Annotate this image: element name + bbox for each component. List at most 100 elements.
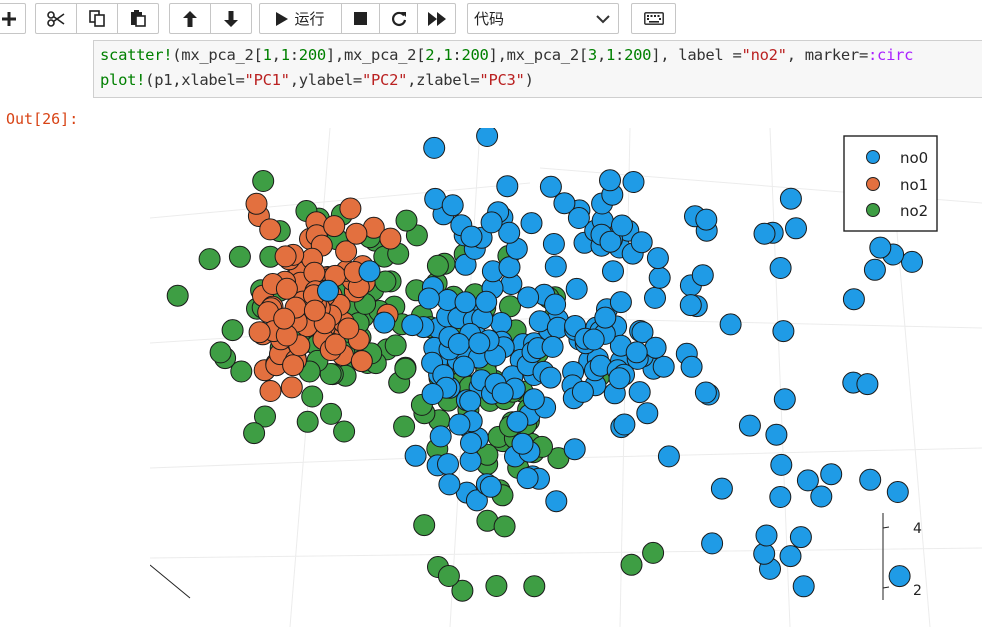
scatter-point-no0 — [468, 332, 491, 355]
scatter-point-no0 — [842, 288, 865, 311]
scatter-point-no0 — [520, 212, 543, 235]
plot-axes — [150, 513, 890, 600]
scatter-point-no1 — [323, 215, 346, 238]
scatter-point-no2 — [493, 515, 516, 538]
scatter-point-no0 — [796, 469, 819, 492]
scatter-point-no0 — [496, 175, 519, 198]
scatter-point-no0 — [599, 169, 621, 192]
legend-marker-no2 — [866, 203, 880, 217]
scatter-point-no0 — [544, 293, 567, 316]
scatter-point-no0 — [429, 425, 452, 448]
scatter-point-no0 — [859, 468, 882, 491]
scatter-point-no0 — [710, 477, 733, 500]
scatter-point-no2 — [394, 357, 417, 380]
scatter-point-no0 — [582, 328, 605, 351]
keyboard-shortcuts-button[interactable] — [631, 3, 676, 34]
scatter-point-no0 — [701, 532, 724, 555]
code-cell-input[interactable]: scatter!(mx_pca_2[1,1:200],mx_pca_2[2,1:… — [93, 40, 982, 98]
scatter-point-no0 — [785, 217, 807, 240]
scatter-point-no0 — [769, 486, 792, 508]
z-tick-label: 4 — [913, 521, 922, 537]
stop-icon — [354, 12, 367, 25]
scatter-point-no0 — [622, 171, 645, 193]
scatter-point-no0 — [630, 231, 653, 254]
scatter-point-no0 — [539, 175, 562, 198]
scatter-point-no0 — [553, 192, 576, 215]
scatter-point-no0 — [544, 255, 567, 278]
scatter-point-no2 — [523, 575, 546, 598]
scatter-plot-3d: 4 2 no0 no1 no2 — [150, 128, 982, 627]
scatter-point-no2 — [426, 254, 449, 277]
run-label: 运行 — [294, 11, 325, 28]
scatter-point-no0 — [517, 286, 540, 309]
copy-icon — [89, 10, 105, 27]
scatter-point-no1 — [245, 192, 268, 215]
restart-button[interactable] — [379, 3, 418, 34]
scatter-point-no0 — [565, 277, 588, 300]
scatter-point-no0 — [631, 321, 654, 344]
scatter-point-no0 — [373, 311, 396, 334]
scatter-point-no2 — [485, 575, 508, 597]
scatter-point-no1 — [337, 317, 360, 340]
scatter-point-no0 — [317, 279, 339, 302]
scatter-point-no0 — [694, 381, 717, 404]
scatter-point-no0 — [644, 336, 667, 359]
fast-forward-icon — [427, 11, 446, 26]
chevron-down-icon — [596, 15, 610, 24]
scatter-point-no2 — [320, 402, 342, 425]
scatter-point-no0 — [755, 524, 778, 547]
cut-button[interactable] — [35, 3, 77, 34]
legend-label-no0: no0 — [900, 149, 928, 167]
plot-canvas: 4 2 no0 no1 no2 — [150, 128, 982, 627]
scatter-point-no0 — [511, 432, 534, 455]
scatter-point-no0 — [856, 373, 879, 396]
code-line-1: scatter!(mx_pca_2[1,1:200],mx_pca_2[2,1:… — [100, 46, 914, 64]
move-up-button[interactable] — [169, 3, 211, 34]
legend-label-no2: no2 — [900, 202, 928, 220]
scatter-points — [166, 128, 923, 602]
run-all-button[interactable] — [417, 3, 456, 34]
cell-type-value: 代码 — [474, 11, 505, 28]
move-down-button[interactable] — [210, 3, 252, 34]
scatter-point-no0 — [571, 380, 594, 403]
scatter-point-no0 — [498, 221, 521, 244]
scatter-point-no0 — [680, 355, 703, 378]
restart-icon — [391, 11, 406, 26]
scatter-point-no1 — [275, 277, 298, 300]
scatter-point-no0 — [454, 291, 477, 314]
paste-button[interactable] — [117, 3, 159, 34]
interrupt-button[interactable] — [341, 3, 380, 34]
legend-marker-no0 — [866, 150, 880, 164]
scatter-point-no0 — [888, 565, 911, 588]
scatter-point-no0 — [625, 341, 648, 364]
scatter-point-no0 — [765, 423, 788, 446]
scatter-point-no1 — [248, 321, 271, 344]
scatter-point-no2 — [395, 209, 418, 232]
scatter-point-no0 — [506, 410, 529, 433]
scatter-point-no0 — [644, 286, 666, 309]
scatter-point-no0 — [417, 287, 440, 310]
cell-type-select[interactable]: 代码 — [467, 3, 619, 34]
scatter-point-no1 — [282, 354, 305, 377]
scatter-point-no1 — [339, 197, 362, 220]
scatter-point-no0 — [679, 294, 702, 317]
output-prompt: Out[26]: — [6, 110, 79, 128]
scatter-point-no0 — [657, 445, 680, 468]
scatter-point-no2 — [333, 420, 356, 443]
scatter-point-no1 — [273, 307, 296, 330]
scatter-point-no1 — [379, 227, 402, 250]
scatter-point-no0 — [490, 312, 513, 334]
scatter-point-no0 — [441, 194, 464, 217]
run-button[interactable]: 运行 — [259, 3, 342, 34]
insert-cell-button[interactable] — [0, 3, 26, 34]
scatter-point-no2 — [296, 410, 319, 433]
copy-button[interactable] — [76, 3, 118, 34]
scatter-point-no0 — [516, 467, 539, 490]
scatter-point-no2 — [166, 284, 189, 307]
scatter-point-no2 — [642, 541, 665, 564]
scatter-point-no1 — [259, 380, 282, 402]
scatter-point-no0 — [820, 463, 843, 486]
scatter-point-no0 — [810, 485, 833, 508]
scatter-point-no0 — [480, 211, 503, 234]
scatter-point-no0 — [421, 383, 444, 405]
